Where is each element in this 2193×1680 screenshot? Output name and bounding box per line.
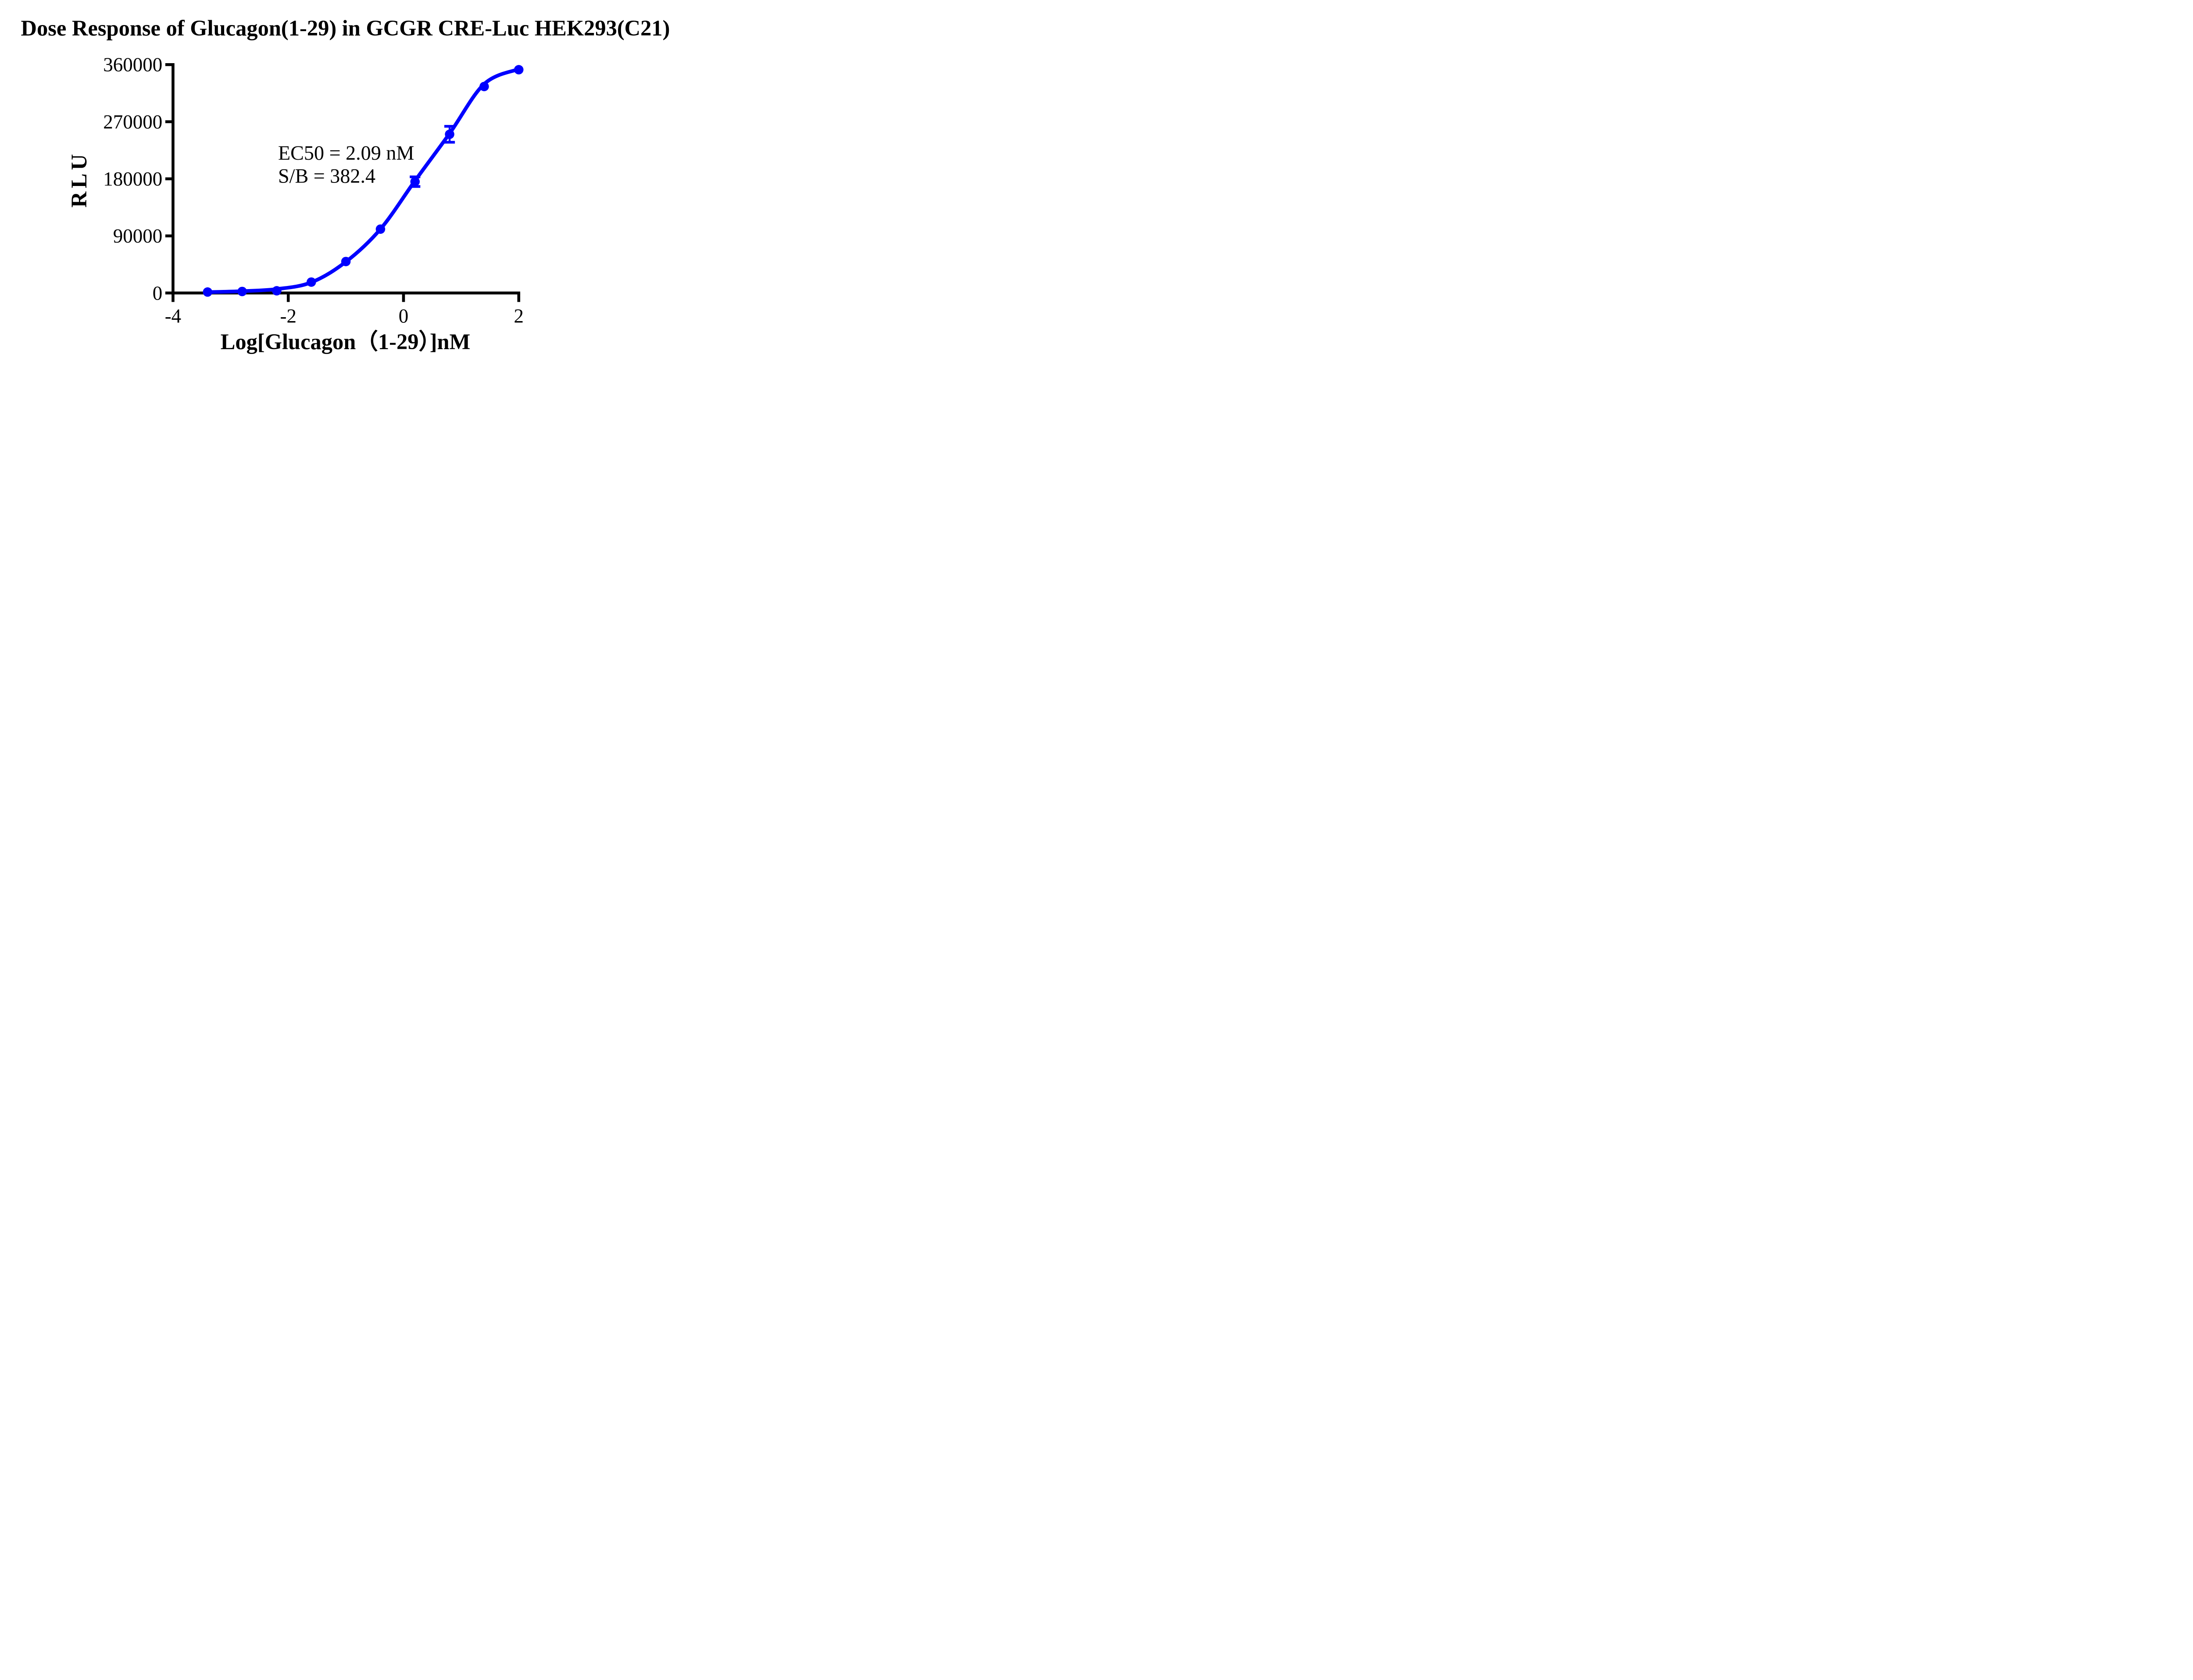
y-tick-label: 360000 (103, 54, 162, 76)
data-point-marker (479, 82, 489, 91)
x-tick-label: -4 (165, 305, 182, 327)
axes-layer (165, 63, 521, 302)
x-axis-label: Log[Glucagon（1-29）]nM (221, 329, 471, 354)
y-axis-label: RLU (67, 151, 91, 208)
y-tick-label: 0 (153, 282, 163, 304)
dose-response-fit-curve (206, 67, 521, 294)
data-point-marker (341, 257, 351, 266)
chart-title: Dose Response of Glucagon(1-29) in GCGR … (21, 16, 670, 40)
data-points-layer (203, 65, 524, 297)
data-point-marker (237, 286, 247, 297)
y-tick-label: 270000 (103, 111, 162, 133)
tick-label-layer: 0 90000 180000 270000 360000 -4 -2 0 2 (103, 54, 524, 327)
chart-canvas: 0 90000 180000 270000 360000 -4 -2 0 2 Dose Resp… (21, 16, 670, 354)
data-point-marker (375, 224, 386, 234)
data-point-marker (307, 277, 316, 287)
data-point-marker (203, 287, 213, 297)
fit-curve-layer (206, 67, 521, 294)
data-point-marker (272, 286, 282, 296)
y-tick-label: 90000 (113, 225, 163, 247)
dose-response-chart: 0 90000 180000 270000 360000 -4 -2 0 2 Dose Resp… (0, 0, 688, 369)
x-tick-label: 2 (514, 305, 524, 327)
data-point-marker (445, 129, 454, 139)
x-tick-label: -2 (280, 305, 296, 327)
signal-to-background-annotation: S/B = 382.4 (278, 164, 375, 187)
y-tick-label: 180000 (103, 168, 162, 190)
ec50-annotation: EC50 = 2.09 nM (278, 142, 414, 164)
data-point-marker (410, 177, 420, 186)
x-tick-label: 0 (399, 305, 409, 327)
data-point-marker (514, 65, 524, 75)
